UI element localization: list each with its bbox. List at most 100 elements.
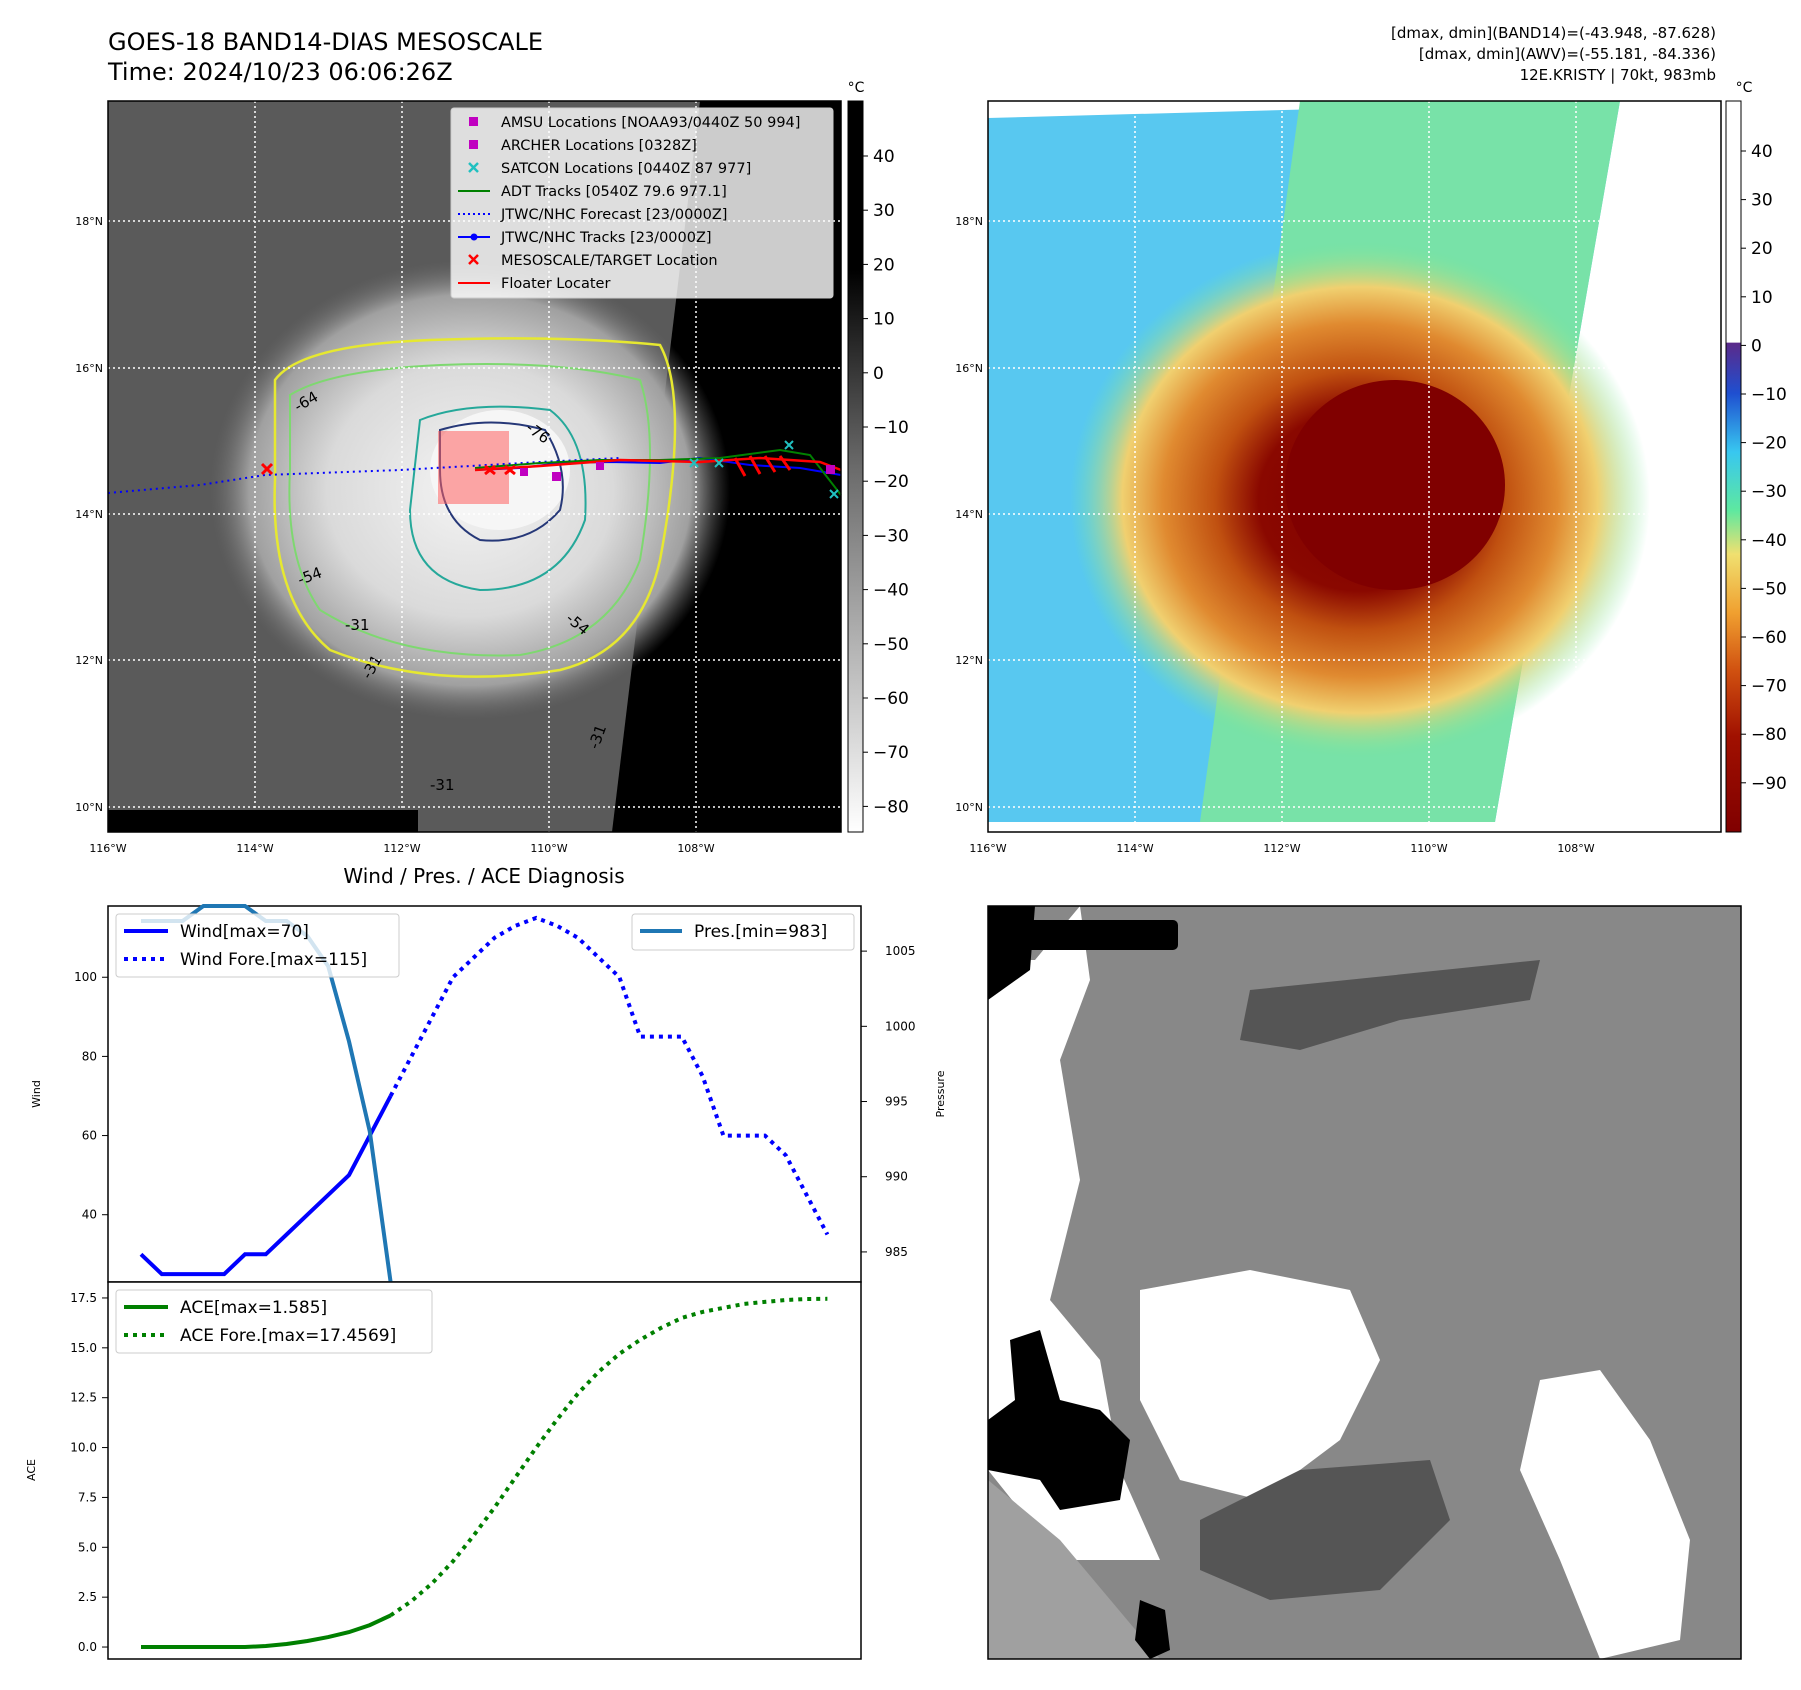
ace-tick-label: 5.0 [78,1540,97,1554]
info-line3: 12E.KRISTY | 70kt, 983mb [1520,66,1716,84]
left-map-legend [450,107,834,299]
right-map-frame [987,100,1722,833]
legend-label: AMSU Locations [NOAA93/0440Z 50 994] [501,115,800,131]
ace-tick-label: 2.5 [78,1590,97,1604]
colorbar-tick-label: −90 [1751,774,1787,794]
colorbar-tick-label: −70 [873,743,909,763]
colorbar-tick-label: −70 [1751,677,1787,697]
wind-legend-left-box [115,913,400,978]
lat-label: 12°N [75,654,103,667]
colorbar-tick-label: −30 [1751,482,1787,502]
colorbar-tick-label: −40 [1751,531,1787,551]
left-map-axis-labels: 18°N 16°N 14°N 12°N 10°N 116°W 114°W 112°W 110°W… [75,215,715,855]
wmg-count-box [996,920,1178,950]
satcon-markers [689,440,839,499]
colorbar-tick-label: −30 [873,526,909,546]
right-colorbar: °C 40 30 20 10 0 −10 −20 −30 −40 −50 −60 −70 −80 −90 [1725,80,1787,833]
wmg-dark-band-upper [1240,960,1540,1050]
colorbar-tick-label: −80 [873,797,909,817]
lon-label: 108°W [1557,842,1594,855]
left-colorbar-unit: °C [848,80,865,96]
pressure-axis-label: Pressure [934,1070,947,1117]
ace-tick-label: 15.0 [70,1341,97,1355]
pressure-tick-label: 985 [885,1245,908,1259]
pressure-legend: Pres.[min=983] [631,913,855,951]
target-location-marker [260,462,274,476]
pressure-legend-box [631,913,855,951]
series-line-windfore [388,915,830,1236]
lon-label: 116°W [89,842,126,855]
wind-tick-label: 100 [74,970,97,984]
wmg-white-region-right [1520,1370,1690,1659]
legend-swatch [458,233,490,241]
legend-label: MESOSCALE/TARGET Location [501,253,718,269]
wind-axis-label: Wind [30,1080,43,1108]
left-colorbar: °C 40 30 20 10 0 −10 −20 −30 −40 −50 −60 −70 −80 [847,80,909,833]
left-map-panel: -64 -76 -54 -54 -31 -31 -31 -31 [107,100,842,833]
colorbar-tick-label: −20 [873,472,909,492]
legend-swatch [469,117,478,126]
info-line1: [dmax, dmin](BAND14)=(-43.948, -87.628) [1391,24,1716,42]
lat-label: 14°N [75,508,103,521]
lat-label: 16°N [75,362,103,375]
colorbar-tick-label: −50 [1751,579,1787,599]
right-colorbar-ticks: 40 30 20 10 0 −10 −20 −30 −40 −50 −60 −70 −80 −90 [1741,142,1787,794]
wind-legend-label-fore: Wind Fore.[max=115] [180,950,367,970]
wmg-count-label: WMG Count: 0 [1006,925,1159,947]
lat-label: 16°N [955,362,983,375]
right-colorbar-unit: °C [1736,80,1753,96]
legend-label: JTWC/NHC Forecast [23/0000Z] [500,207,727,223]
copyright-box [108,810,418,832]
pressure-tick-label: 990 [885,1170,908,1184]
lon-label: 108°W [677,842,714,855]
colorbar-tick-label: −10 [873,418,909,438]
lon-label: 116°W [969,842,1006,855]
ace-tick-label: 0.0 [78,1640,97,1654]
wind-tick-label: 60 [82,1129,97,1143]
wmg-white-region-center [1140,1270,1380,1500]
figure-title-line1: GOES-18 BAND14-DIAS MESOSCALE [108,28,543,56]
wind-tick-label: 40 [82,1208,97,1222]
wind-legend-left: Wind[max=70] Wind Fore.[max=115] [115,913,400,978]
lon-label: 112°W [1263,842,1300,855]
pressure-legend-label: Pres.[min=983] [694,922,827,942]
colorbar-tick-label: −80 [1751,725,1787,745]
colorbar-tick-label: −20 [1751,434,1787,454]
colorbar-tick-label: 40 [1751,142,1773,162]
colorbar-tick-label: 30 [873,201,895,221]
legend-label: ARCHER Locations [0328Z] [501,138,697,154]
wmg-light-corner [988,1480,1160,1659]
colorbar-tick-label: −50 [873,635,909,655]
legend-swatch [468,162,479,173]
pressure-tick-label: 995 [885,1095,908,1109]
figure-title-line2: Time: 2024/10/23 06:06:26Z [107,58,453,86]
colorbar-tick-label: 0 [1751,336,1762,356]
ace-legend-label-fore: ACE Fore.[max=17.4569] [180,1326,396,1346]
left-colorbar-fill [847,100,864,833]
colorbar-tick-label: −60 [1751,628,1787,648]
wmg-black-lower [1135,1600,1170,1659]
wmg-black-mid-left [988,1330,1130,1510]
lat-label: 10°N [75,801,103,814]
left-map-legend-entries: AMSU Locations [NOAA93/0440Z 50 994] ARCH… [458,115,800,292]
ace-tick-label: 10.0 [70,1441,97,1455]
lon-label: 110°W [530,842,567,855]
lat-label: 18°N [75,215,103,228]
pressure-tick-label: 1000 [885,1019,916,1033]
contour-54 [288,363,651,657]
colorbar-tick-label: 20 [1751,239,1773,259]
legend-label: Floater Locater [501,276,610,292]
legend-label: ADT Tracks [0540Z 79.6 977.1] [501,184,727,200]
wind-axes: 40 60 80 100 985 990 995 1000 1005 [74,944,915,1259]
contour-76 [439,421,564,542]
colorbar-tick-label: 10 [873,310,895,330]
left-map-frame [107,100,842,833]
colorbar-tick-label: −10 [1751,385,1787,405]
ace-tick-label: 7.5 [78,1490,97,1504]
ace-tick-label: 17.5 [70,1291,97,1305]
right-map-panel [987,100,1722,833]
legend-swatch [469,140,478,149]
colorbar-tick-label: 10 [1751,288,1773,308]
left-colorbar-ticks: 40 30 20 10 0 −10 −20 −30 −40 −50 −60 −70 −80 [863,147,909,817]
